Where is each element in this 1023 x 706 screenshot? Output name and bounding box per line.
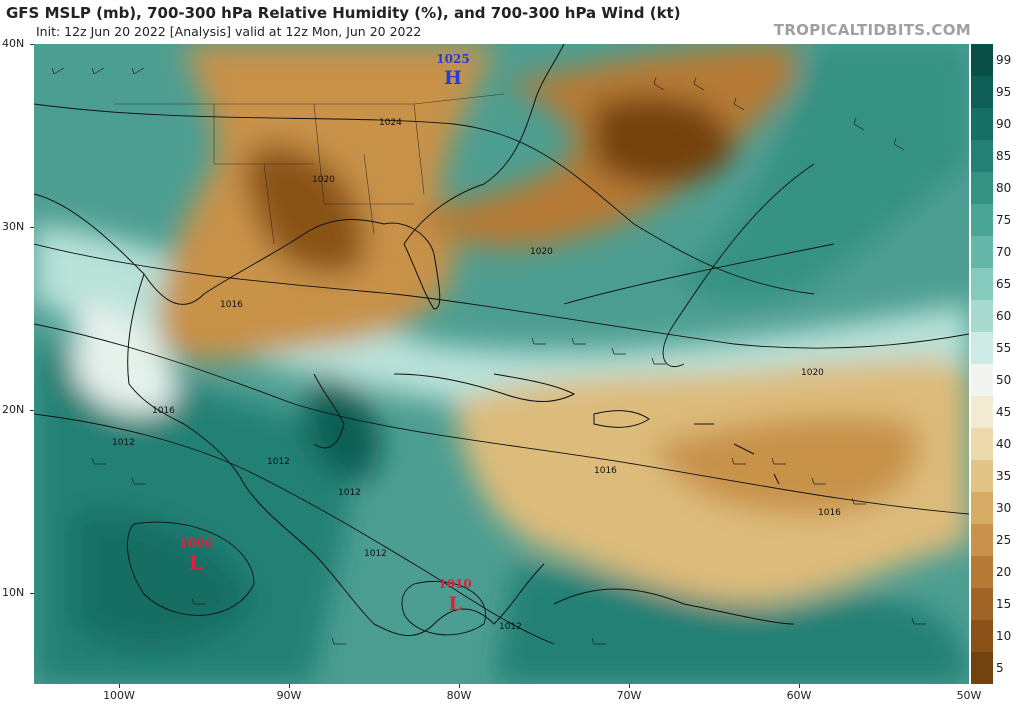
colorbar-label: 20 — [996, 565, 1012, 579]
colorbar-swatch — [971, 236, 993, 269]
isobar-label: 1020 — [530, 247, 553, 257]
colorbar-swatch — [971, 620, 993, 653]
lon-label-70w: 70W — [616, 689, 642, 702]
high-pressure-value: 1025 — [436, 52, 469, 66]
colorbar-label: 5 — [996, 661, 1004, 675]
isobar-label: 1012 — [267, 457, 290, 467]
wind-barbs — [51, 67, 926, 645]
colorbar-swatch — [971, 492, 993, 525]
isobar-label: 1020 — [801, 368, 824, 378]
colorbar-swatch — [971, 300, 993, 333]
isobar-label: 1012 — [364, 549, 387, 559]
lon-tick — [289, 684, 290, 688]
colorbar-label: 95 — [996, 85, 1012, 99]
colorbar-swatch — [971, 524, 993, 557]
colorbar-swatch — [971, 460, 993, 493]
colorbar-swatch — [971, 556, 993, 589]
isobar-label: 1016 — [818, 508, 841, 518]
colorbar-swatch — [971, 44, 993, 77]
colorbar-swatch — [971, 588, 993, 621]
map-canvas: 1024 1020 1020 1016 1016 1012 1012 1012 … — [34, 44, 969, 684]
colorbar-label: 40 — [996, 437, 1012, 451]
state-borders — [114, 93, 505, 245]
lon-tick — [119, 684, 120, 688]
colorbar-swatch — [971, 204, 993, 237]
high-pressure-symbol: H — [444, 67, 462, 89]
colorbar-label: 60 — [996, 309, 1012, 323]
isobar-label: 1012 — [499, 622, 522, 632]
colorbar — [971, 44, 993, 684]
colorbar-swatch — [971, 172, 993, 205]
colorbar-label: 35 — [996, 469, 1012, 483]
colorbar-label: 15 — [996, 597, 1012, 611]
lat-tick — [30, 227, 34, 228]
colorbar-label: 70 — [996, 245, 1012, 259]
lat-label-20n: 20N — [2, 403, 25, 416]
isobar-label: 1012 — [112, 438, 135, 448]
lat-label-30n: 30N — [2, 220, 25, 233]
colorbar-label: 10 — [996, 629, 1012, 643]
lat-tick — [30, 593, 34, 594]
colorbar-swatches — [971, 44, 993, 684]
colorbar-label: 65 — [996, 277, 1012, 291]
lat-tick — [30, 410, 34, 411]
lon-label-60w: 60W — [786, 689, 812, 702]
colorbar-label: 99 — [996, 53, 1012, 67]
isobar-label: 1012 — [338, 488, 361, 498]
credit-watermark: TROPICALTIDBITS.COM — [773, 21, 971, 39]
low-pressure-symbol: L — [189, 552, 202, 574]
lat-label-10n: 10N — [2, 586, 25, 599]
coastlines — [34, 44, 795, 637]
lon-label-90w: 90W — [276, 689, 302, 702]
isobars — [34, 103, 969, 645]
low-pressure-value: 1010 — [438, 577, 471, 591]
colorbar-swatch — [971, 652, 993, 684]
lon-tick — [459, 684, 460, 688]
isobar-label: 1016 — [152, 406, 175, 416]
low-pressure-value: 1006 — [179, 536, 212, 550]
colorbar-label: 90 — [996, 117, 1012, 131]
isobar-label: 1024 — [379, 118, 402, 128]
colorbar-label: 80 — [996, 181, 1012, 195]
colorbar-label: 45 — [996, 405, 1012, 419]
colorbar-swatch — [971, 140, 993, 173]
lon-tick — [799, 684, 800, 688]
low-pressure-symbol: L — [448, 593, 461, 615]
colorbar-label: 75 — [996, 213, 1012, 227]
lon-label-80w: 80W — [446, 689, 472, 702]
humidity-map: 1024 1020 1020 1016 1016 1012 1012 1012 … — [34, 44, 969, 684]
lat-label-40n: 40N — [2, 37, 25, 50]
colorbar-label: 55 — [996, 341, 1012, 355]
lon-tick — [629, 684, 630, 688]
lon-label-100w: 100W — [103, 689, 135, 702]
colorbar-swatch — [971, 108, 993, 141]
colorbar-swatch — [971, 428, 993, 461]
colorbar-swatch — [971, 332, 993, 365]
colorbar-label: 30 — [996, 501, 1012, 515]
colorbar-label: 25 — [996, 533, 1012, 547]
isobar-labels: 1024 1020 1020 1016 1016 1012 1012 1012 … — [112, 118, 841, 632]
lat-tick — [30, 44, 34, 45]
colorbar-label: 50 — [996, 373, 1012, 387]
colorbar-swatch — [971, 268, 993, 301]
map-subtitle: Init: 12z Jun 20 2022 [Analysis] valid a… — [36, 24, 422, 39]
map-title: GFS MSLP (mb), 700-300 hPa Relative Humi… — [6, 4, 681, 22]
colorbar-swatch — [971, 76, 993, 109]
lon-label-50w: 50W — [956, 689, 982, 702]
colorbar-label: 85 — [996, 149, 1012, 163]
colorbar-swatch — [971, 396, 993, 429]
isobar-label: 1016 — [220, 300, 243, 310]
colorbar-swatch — [971, 364, 993, 397]
isobar-label: 1016 — [594, 466, 617, 476]
isobar-label: 1020 — [312, 175, 335, 185]
